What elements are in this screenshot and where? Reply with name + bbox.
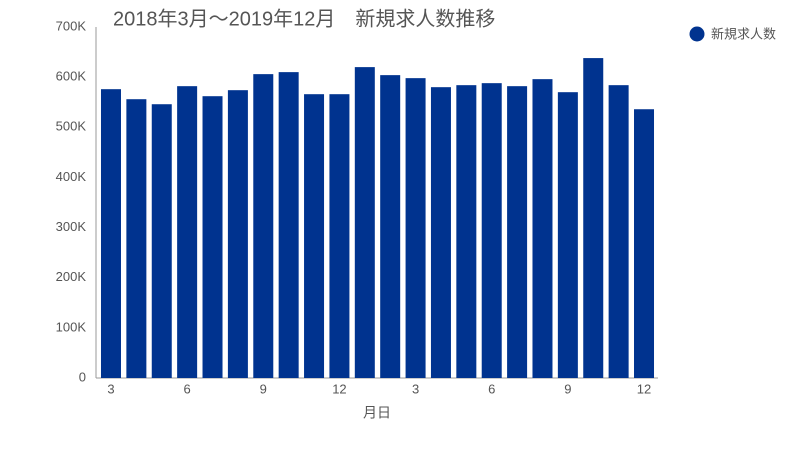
bar — [380, 75, 401, 378]
chart-title: 2018年3月～2019年12月 新規求人数推移 — [113, 7, 495, 30]
bar — [405, 78, 426, 378]
y-tick-label: 100K — [56, 319, 87, 334]
bar — [227, 90, 248, 379]
y-tick-label: 600K — [56, 69, 87, 84]
x-tick-label: 12 — [637, 381, 651, 396]
bar — [430, 87, 451, 379]
bar — [253, 74, 274, 379]
bar — [304, 94, 325, 378]
y-tick-label: 300K — [56, 219, 87, 234]
bar — [507, 86, 528, 378]
bar — [481, 83, 502, 378]
x-tick-label: 12 — [332, 381, 346, 396]
bar — [354, 67, 375, 378]
x-tick-label: 3 — [107, 381, 114, 396]
bar — [583, 58, 604, 379]
bar — [100, 89, 121, 379]
bar — [126, 99, 147, 378]
bar — [151, 104, 172, 378]
y-tick-label: 0 — [79, 369, 86, 384]
bar — [177, 86, 198, 378]
x-tick-label: 6 — [184, 381, 191, 396]
x-tick-label: 9 — [564, 381, 571, 396]
y-tick-label: 700K — [56, 18, 87, 33]
legend-marker — [689, 26, 705, 42]
legend-label: 新規求人数 — [711, 26, 776, 41]
x-tick-label: 6 — [488, 381, 495, 396]
bar — [532, 79, 553, 379]
bar — [278, 72, 299, 378]
y-tick-label: 400K — [56, 169, 87, 184]
bar — [329, 94, 350, 378]
bar — [202, 96, 223, 378]
x-axis-title: 月日 — [363, 405, 391, 421]
bar — [456, 85, 477, 378]
y-tick-label: 500K — [56, 119, 87, 134]
x-tick-label: 9 — [260, 381, 267, 396]
y-tick-label: 200K — [56, 269, 87, 284]
bar — [557, 92, 578, 378]
x-tick-label: 3 — [412, 381, 419, 396]
bar — [634, 109, 655, 378]
bar — [608, 85, 629, 378]
